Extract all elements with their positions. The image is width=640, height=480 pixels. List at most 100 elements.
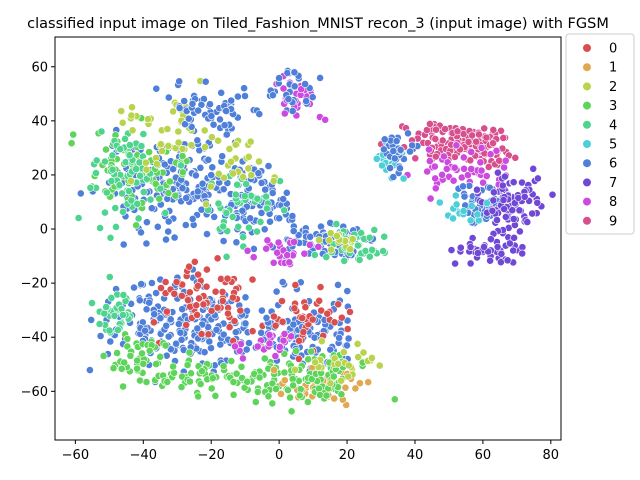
data-point-class-4 [219, 222, 228, 231]
data-point-class-6 [162, 321, 171, 330]
data-point-class-6 [290, 82, 299, 91]
data-point-class-6 [302, 97, 310, 105]
data-point-class-1 [270, 366, 278, 374]
data-point-class-5 [466, 216, 475, 225]
data-point-class-6 [266, 217, 274, 226]
data-point-class-2 [227, 157, 235, 166]
data-point-class-9 [489, 125, 498, 134]
legend-label: 1 [609, 61, 617, 76]
data-point-class-4 [114, 326, 122, 334]
data-point-class-7 [528, 209, 537, 218]
data-point-class-2 [353, 339, 362, 348]
data-point-class-6 [142, 218, 151, 227]
x-tick-label: 80 [543, 448, 560, 463]
y-tick-label: 20 [31, 168, 48, 183]
data-point-class-8 [275, 342, 284, 351]
data-point-class-7 [456, 243, 465, 252]
data-point-class-8 [476, 158, 485, 167]
data-point-class-6 [279, 195, 288, 203]
data-point-class-7 [500, 172, 509, 181]
data-point-class-8 [297, 85, 306, 94]
data-point-class-6 [87, 315, 96, 324]
data-point-class-4 [112, 222, 120, 231]
legend-marker [582, 197, 592, 207]
data-point-class-7 [509, 246, 518, 255]
data-point-class-2 [354, 353, 363, 361]
data-point-class-8 [431, 184, 440, 193]
data-point-class-6 [145, 298, 154, 307]
data-point-class-3 [169, 362, 177, 371]
data-point-class-0 [298, 314, 307, 322]
data-point-class-6 [379, 145, 388, 154]
data-point-class-0 [185, 288, 194, 297]
data-point-class-3 [198, 367, 206, 376]
data-point-class-4 [242, 180, 250, 188]
data-point-class-6 [147, 204, 156, 213]
data-point-class-0 [184, 296, 192, 305]
data-point-class-1 [280, 376, 289, 385]
y-tick-label: −60 [21, 385, 48, 400]
data-point-class-2 [244, 164, 253, 173]
data-point-class-6 [153, 222, 162, 231]
data-point-class-2 [348, 235, 357, 244]
data-point-class-0 [182, 320, 191, 329]
data-point-class-2 [332, 231, 341, 240]
data-point-class-6 [184, 114, 193, 123]
data-point-class-3 [145, 346, 154, 355]
data-point-class-6 [137, 280, 146, 288]
data-point-class-4 [127, 196, 136, 205]
data-point-class-2 [143, 115, 152, 124]
data-point-class-9 [453, 127, 462, 136]
data-point-class-6 [386, 164, 394, 172]
data-point-class-7 [523, 218, 532, 226]
data-point-class-4 [380, 232, 389, 241]
y-tick-label: −20 [21, 277, 48, 292]
data-point-class-6 [210, 212, 219, 221]
data-point-class-6 [460, 192, 469, 201]
data-point-class-0 [291, 281, 300, 289]
data-point-class-8 [460, 164, 468, 173]
data-point-class-4 [156, 184, 165, 193]
data-point-class-7 [486, 235, 495, 244]
data-point-class-3 [164, 189, 173, 197]
data-point-class-6 [288, 212, 297, 220]
x-tick-label: 60 [475, 448, 492, 463]
data-point-class-8 [442, 164, 451, 173]
data-point-class-4 [118, 189, 126, 198]
x-tick-label: −20 [197, 448, 224, 463]
data-point-class-5 [399, 174, 408, 183]
data-point-class-3 [322, 391, 331, 400]
data-point-class-6 [177, 335, 186, 344]
data-point-class-4 [74, 214, 83, 222]
data-point-class-5 [435, 198, 444, 207]
data-point-class-6 [164, 227, 173, 236]
data-point-class-2 [346, 245, 355, 254]
legend-label: 7 [609, 176, 617, 191]
data-point-class-2 [231, 140, 240, 149]
data-point-class-0 [315, 296, 324, 305]
data-point-class-3 [185, 348, 194, 357]
data-point-class-2 [156, 140, 165, 149]
data-point-class-7 [486, 256, 494, 265]
data-point-class-2 [127, 111, 136, 120]
data-point-class-4 [125, 141, 134, 149]
data-point-class-3 [243, 377, 252, 386]
data-point-class-4 [101, 208, 109, 217]
data-point-class-9 [441, 125, 449, 134]
data-point-class-6 [191, 171, 200, 180]
data-point-class-3 [229, 378, 238, 386]
data-point-class-0 [161, 278, 170, 286]
data-point-class-3 [196, 380, 205, 388]
data-point-class-4 [124, 187, 133, 196]
data-point-class-8 [425, 157, 434, 165]
data-point-class-9 [431, 152, 440, 161]
data-point-class-3 [268, 379, 277, 388]
data-point-class-4 [222, 209, 231, 217]
data-point-class-2 [246, 137, 255, 146]
data-point-class-6 [326, 345, 335, 354]
data-point-class-6 [219, 330, 228, 339]
data-point-class-6 [200, 348, 209, 357]
data-point-class-6 [343, 341, 351, 350]
data-point-class-0 [224, 309, 232, 318]
data-point-class-3 [156, 352, 165, 361]
